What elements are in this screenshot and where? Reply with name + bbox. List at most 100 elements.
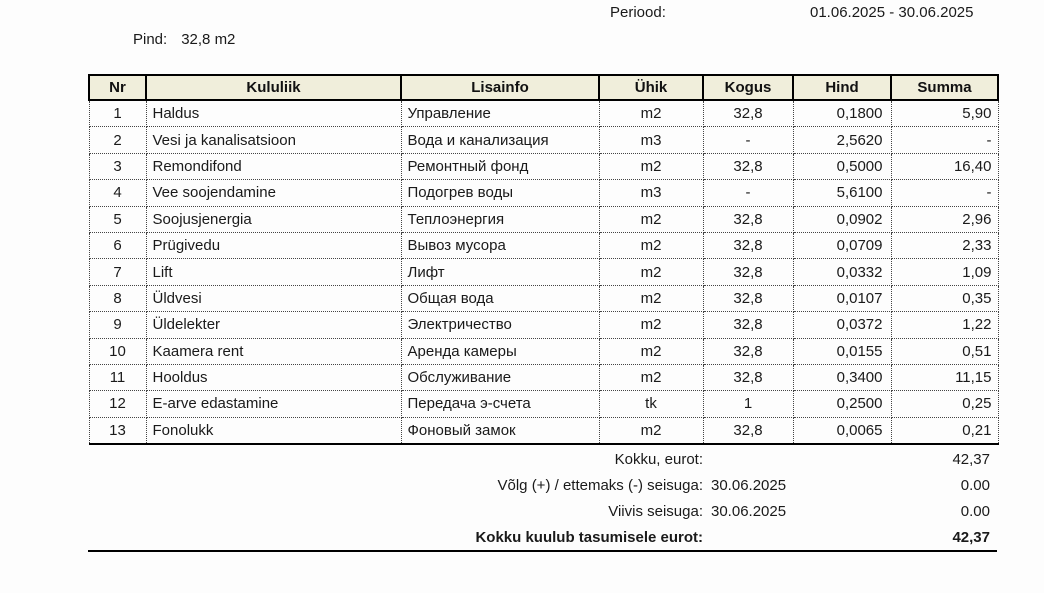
table-cell: 5 — [88, 205, 147, 233]
table-cell: 32,8 — [702, 99, 794, 128]
table-cell: 32,8 — [702, 337, 794, 365]
table-cell: 8 — [88, 284, 147, 313]
table-cell: m2 — [598, 416, 704, 446]
column-header-6: Summa — [890, 74, 999, 101]
periood-value: 01.06.2025 - 30.06.2025 — [810, 4, 974, 21]
table-cell: 0,3400 — [792, 363, 892, 392]
table-cell: 0,25 — [890, 390, 999, 418]
pind-line: Pind: 32,8 m2 — [133, 31, 235, 48]
table-cell: m2 — [598, 152, 704, 181]
table-cell: 0,0709 — [792, 231, 892, 260]
table-cell: 5,90 — [890, 99, 999, 128]
table-cell: 0,51 — [890, 337, 999, 365]
table-cell: 0,0107 — [792, 284, 892, 313]
table-cell: 0,21 — [890, 416, 999, 446]
table-cell: 0,0155 — [792, 337, 892, 365]
table-cell: Lift — [145, 258, 402, 286]
table-cell: Prügivedu — [145, 231, 402, 260]
summary-value: 42,37 — [952, 450, 990, 468]
table-cell: 1 — [702, 390, 794, 418]
table-cell: 7 — [88, 258, 147, 286]
table-cell: - — [890, 179, 999, 207]
summary-total-row: Kokku kuulub tasumisele eurot: 42,37 — [88, 524, 997, 552]
table-cell: 1,22 — [890, 311, 999, 339]
table-row: 12 E-arve edastamine Передача э-счета tk 1 0,… — [88, 390, 999, 418]
table-cell: 0,0065 — [792, 416, 892, 446]
table-row: 6 Prügivedu Вывоз мусора m2 32,8 0,0709 2,33 — [88, 231, 999, 260]
table-row: 10 Kaamera rent Аренда камеры m2 32,8 0,0155 0… — [88, 337, 999, 365]
periood-label: Periood: — [610, 4, 666, 21]
table-cell: Передача э-счета — [400, 390, 600, 418]
table-cell: Фоновый замок — [400, 416, 600, 446]
table-cell: Вода и канализация — [400, 126, 600, 154]
table-cell: Hooldus — [145, 363, 402, 392]
table-cell: - — [890, 126, 999, 154]
table-row: 9 Üldelekter Электричество m2 32,8 0,0372 1,22 — [88, 311, 999, 339]
table-cell: 32,8 — [702, 284, 794, 313]
table-cell: Vee soojendamine — [145, 179, 402, 207]
table-cell: m2 — [598, 284, 704, 313]
summary-label: Võlg (+) / ettemaks (-) seisuga: — [497, 476, 704, 494]
summary-row: Võlg (+) / ettemaks (-) seisuga: 30.06.20… — [88, 472, 997, 498]
column-header-4: Kogus — [702, 74, 794, 101]
table-cell: 16,40 — [890, 152, 999, 181]
table-cell: Лифт — [400, 258, 600, 286]
table-cell: m2 — [598, 363, 704, 392]
table-cell: 0,35 — [890, 284, 999, 313]
table-cell: 32,8 — [702, 311, 794, 339]
table-row: 5 Soojusjenergia Теплоэнергия m2 32,8 0,0902 2… — [88, 205, 999, 233]
table-cell: 0,0902 — [792, 205, 892, 233]
summary-label: Kokku, eurot: — [614, 450, 703, 468]
table-cell: 32,8 — [702, 231, 794, 260]
table-row: 3 Remondifond Ремонтный фонд m2 32,8 0,5000 16… — [88, 152, 999, 181]
table-row: 4 Vee soojendamine Подогрев воды m3-5,6100- — [88, 179, 999, 207]
table-cell: Fonolukk — [145, 416, 402, 446]
table-cell: 0,2500 — [792, 390, 892, 418]
table-cell: - — [702, 126, 794, 154]
pind-value: 32,8 m2 — [181, 31, 236, 48]
table-cell: m2 — [598, 311, 704, 339]
table-cell: Вывоз мусора — [400, 231, 600, 260]
table-cell: 1 — [88, 99, 147, 128]
pind-label: Pind: — [133, 31, 168, 48]
table-row: 13 Fonolukk Фоновый замок m2 32,8 0,0065 0,21 — [88, 416, 999, 446]
table-cell: - — [702, 179, 794, 207]
table-cell: m2 — [598, 337, 704, 365]
table-row: 2 Vesi ja kanalisatsioon Вода и канализаци… — [88, 126, 999, 154]
table-cell: 0,0332 — [792, 258, 892, 286]
summary-value: 0.00 — [960, 476, 990, 494]
table-cell: m3 — [598, 179, 704, 207]
table-cell: 5,6100 — [792, 179, 892, 207]
table-cell: 3 — [88, 152, 147, 181]
table-cell: Электричество — [400, 311, 600, 339]
table-cell: m3 — [598, 126, 704, 154]
table-row: 8 Üldvesi Общая вода m2 32,8 0,0107 0,35 — [88, 284, 999, 313]
summary-label: Kokku kuulub tasumisele eurot: — [475, 528, 703, 546]
table-cell: 11,15 — [890, 363, 999, 392]
table-cell: E-arve edastamine — [145, 390, 402, 418]
summary-section: Kokku, eurot: 42,37 Võlg (+) / ettemaks (-… — [88, 446, 997, 552]
table-cell: Ремонтный фонд — [400, 152, 600, 181]
table-cell: Kaamera rent — [145, 337, 402, 365]
table-cell: Теплоэнергия — [400, 205, 600, 233]
table-cell: 2 — [88, 126, 147, 154]
summary-row: Kokku, eurot: 42,37 — [88, 446, 997, 472]
table-cell: 32,8 — [702, 258, 794, 286]
table-cell: 32,8 — [702, 205, 794, 233]
table-cell: Подогрев воды — [400, 179, 600, 207]
table-row: 11 Hooldus Обслуживание m2 32,8 0,3400 11,15 — [88, 363, 999, 392]
table-header-row: Nr Kululiik Lisainfo Ühik Kogus Hind Summa — [88, 74, 999, 101]
table-cell: 11 — [88, 363, 147, 392]
column-header-2: Lisainfo — [400, 74, 600, 101]
invoice-table: Nr Kululiik Lisainfo Ühik Kogus Hind Summa 1 Ha… — [88, 74, 999, 446]
table-cell: 13 — [88, 416, 147, 446]
table-cell: m2 — [598, 258, 704, 286]
table-cell: 0,0372 — [792, 311, 892, 339]
summary-row: Viivis seisuga: 30.06.2025 0.00 — [88, 498, 997, 524]
table-cell: 0,5000 — [792, 152, 892, 181]
table-cell: 32,8 — [702, 416, 794, 446]
table-cell: Soojusjenergia — [145, 205, 402, 233]
table-cell: 2,33 — [890, 231, 999, 260]
table-cell: m2 — [598, 231, 704, 260]
